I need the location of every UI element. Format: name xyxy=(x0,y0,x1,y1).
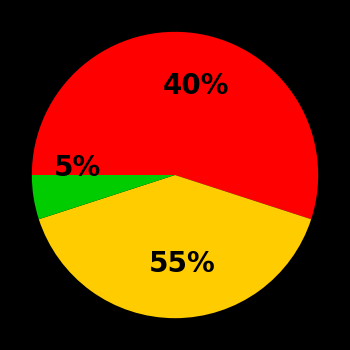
Text: 5%: 5% xyxy=(54,154,101,182)
Wedge shape xyxy=(32,175,175,219)
Text: 55%: 55% xyxy=(149,250,216,278)
Wedge shape xyxy=(32,32,318,219)
Text: 40%: 40% xyxy=(163,72,230,100)
Wedge shape xyxy=(39,175,311,318)
